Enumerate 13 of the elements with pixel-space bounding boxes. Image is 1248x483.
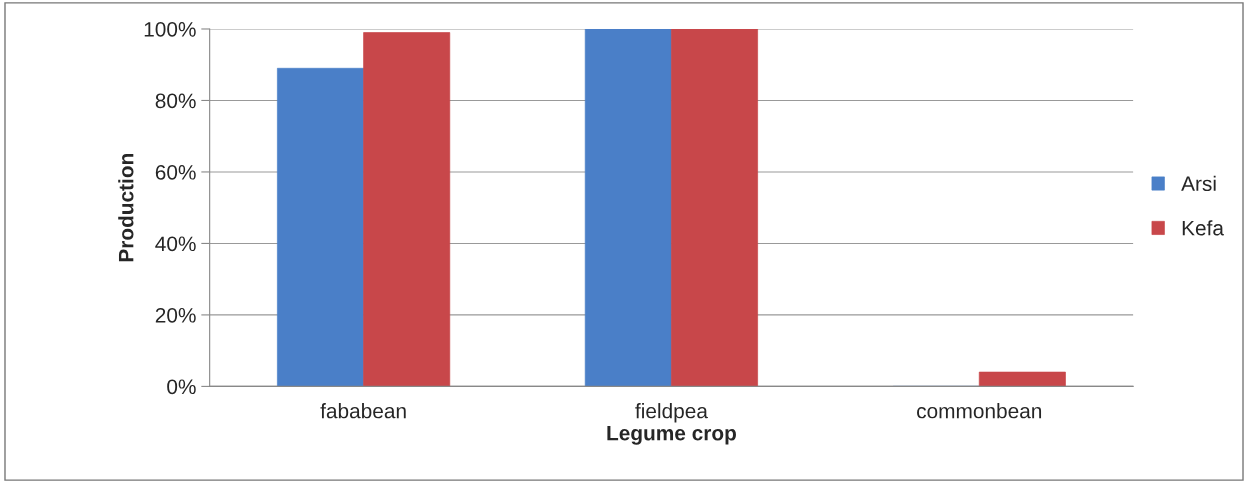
y-tick-label: 100%	[144, 21, 196, 37]
y-axis-title: Production	[118, 154, 134, 262]
x-tick-label: fieldpea	[635, 403, 708, 423]
legend-label: Arsi	[1181, 175, 1216, 192]
x-axis-title: Legume crop	[607, 425, 736, 445]
y-tick-label: 40%	[155, 236, 196, 252]
legend-label: Kefa	[1182, 220, 1224, 236]
y-tick-label: 20%	[155, 307, 196, 323]
x-tick-label: fababean	[320, 403, 406, 419]
y-tick-label: 0%	[167, 379, 196, 395]
x-tick-label: commonbean	[917, 403, 1042, 419]
y-tick-label: 60%	[155, 164, 196, 180]
y-tick-label: 80%	[155, 93, 196, 109]
